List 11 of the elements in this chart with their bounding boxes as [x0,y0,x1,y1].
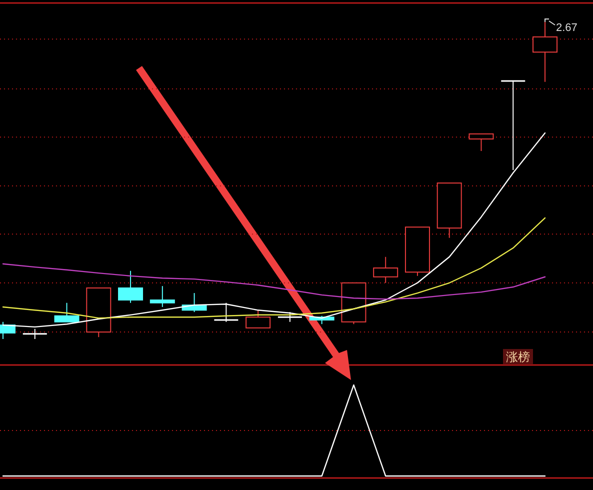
candlestick [213,302,239,322]
candlestick [277,312,303,322]
candlestick [246,310,271,328]
candlestick [373,256,398,284]
candlestick [468,133,494,152]
candlestick [54,302,80,322]
candlestick [532,22,558,82]
text: 涨榜 [506,350,530,364]
candlestick [118,270,144,304]
annotation: 2.67 [556,22,578,34]
candlestick [150,286,175,308]
